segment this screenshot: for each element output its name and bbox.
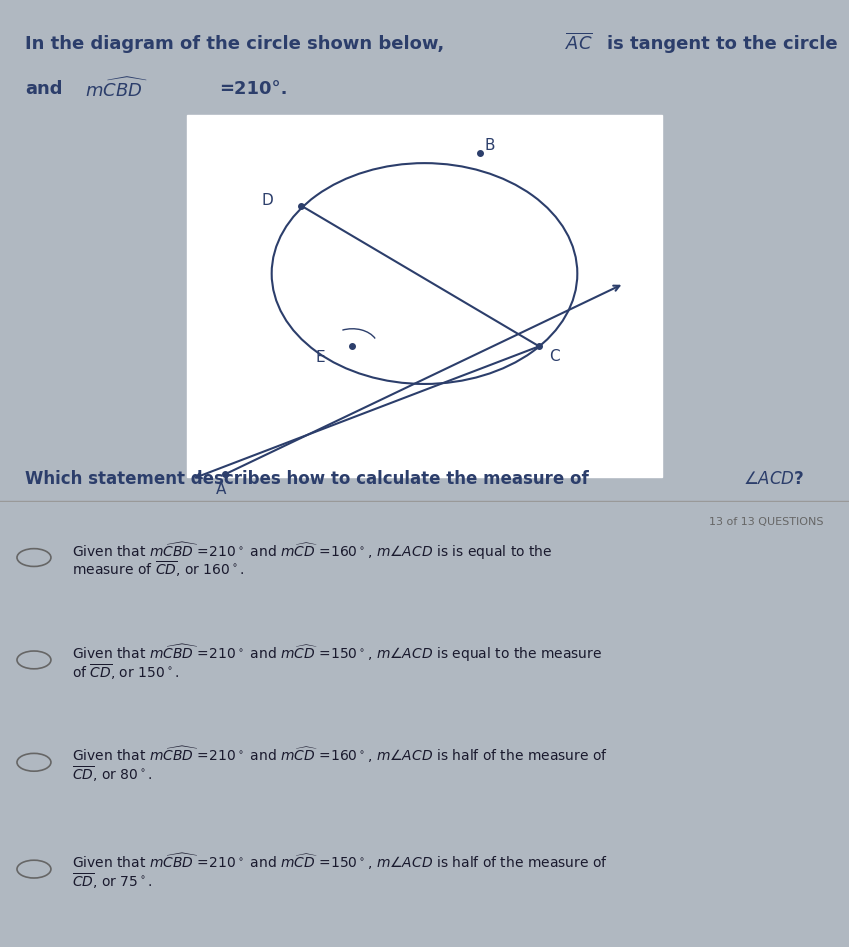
Text: measure of $\overline{CD}$, or 160$^\circ$.: measure of $\overline{CD}$, or 160$^\cir… bbox=[72, 560, 245, 580]
Text: E: E bbox=[315, 349, 325, 365]
Text: $\overline{CD}$, or 80$^\circ$.: $\overline{CD}$, or 80$^\circ$. bbox=[72, 764, 163, 784]
Text: $\overline{CD}$, or 75$^\circ$.: $\overline{CD}$, or 75$^\circ$. bbox=[72, 871, 153, 891]
Text: D: D bbox=[261, 193, 273, 208]
Text: A: A bbox=[216, 482, 226, 497]
Text: In the diagram of the circle shown below,: In the diagram of the circle shown below… bbox=[25, 35, 445, 53]
Text: Given that $m\widehat{CBD}$ =210$^\circ$ and $m\widehat{CD}$ =160$^\circ$, $m\an: Given that $m\widehat{CBD}$ =210$^\circ$… bbox=[72, 744, 608, 765]
Text: is tangent to the circle: is tangent to the circle bbox=[607, 35, 838, 53]
Text: B: B bbox=[485, 138, 495, 153]
FancyBboxPatch shape bbox=[187, 116, 662, 477]
Text: Given that $m\widehat{CBD}$ =210$^\circ$ and $m\widehat{CD}$ =150$^\circ$, $m\an: Given that $m\widehat{CBD}$ =210$^\circ$… bbox=[72, 642, 603, 664]
Text: of $\overline{CD}$, or 150$^\circ$.: of $\overline{CD}$, or 150$^\circ$. bbox=[72, 662, 179, 682]
Text: and: and bbox=[25, 80, 63, 98]
Text: C: C bbox=[549, 348, 559, 364]
Text: Which statement describes how to calculate the measure of: Which statement describes how to calcula… bbox=[25, 470, 589, 488]
Text: $m\widehat{CBD}$: $m\widehat{CBD}$ bbox=[85, 78, 148, 101]
Text: $\overline{AC}$: $\overline{AC}$ bbox=[565, 32, 593, 53]
Text: Given that $m\widehat{CBD}$ =210$^\circ$ and $m\widehat{CD}$ =160$^\circ$, $m\an: Given that $m\widehat{CBD}$ =210$^\circ$… bbox=[72, 540, 553, 562]
Text: Given that $m\widehat{CBD}$ =210$^\circ$ and $m\widehat{CD}$ =150$^\circ$, $m\an: Given that $m\widehat{CBD}$ =210$^\circ$… bbox=[72, 851, 608, 872]
Text: 13 of 13 QUESTIONS: 13 of 13 QUESTIONS bbox=[709, 517, 824, 527]
Text: $\angle ACD$?: $\angle ACD$? bbox=[743, 470, 804, 488]
Text: =210°.: =210°. bbox=[219, 80, 288, 98]
